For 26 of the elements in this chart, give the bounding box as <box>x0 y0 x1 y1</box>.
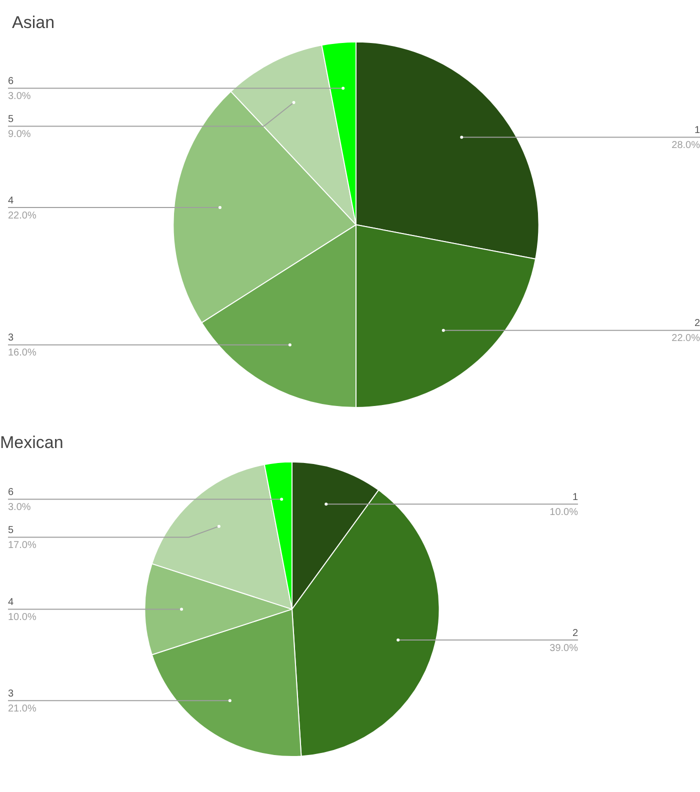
data-label: 28.0% <box>672 140 700 152</box>
slice-label: 1 <box>694 125 700 136</box>
slice-label: 4 <box>8 195 14 206</box>
slice-label: 1 <box>572 492 578 503</box>
chart-title: Asian <box>12 12 55 32</box>
slice-label: 2 <box>572 628 578 639</box>
data-label: 22.0% <box>672 333 700 344</box>
data-label: 17.0% <box>8 540 36 551</box>
data-label: 10.0% <box>550 506 578 518</box>
slice-label: 3 <box>8 332 14 344</box>
slice-label: 5 <box>8 114 14 125</box>
slice-label: 2 <box>694 318 700 330</box>
slice-label: 4 <box>8 596 14 608</box>
data-label: 3.0% <box>8 502 31 513</box>
data-label: 16.0% <box>8 348 36 359</box>
slice-label: 6 <box>8 76 14 87</box>
data-label: 39.0% <box>550 642 578 654</box>
data-label: 9.0% <box>8 128 31 140</box>
slice-label: 6 <box>8 486 14 498</box>
data-label: 3.0% <box>8 90 31 102</box>
chart-title: Mexican <box>0 432 64 452</box>
slice-label: 3 <box>8 688 14 700</box>
data-label: 22.0% <box>8 210 36 222</box>
slice-label: 5 <box>8 524 14 536</box>
data-label: 10.0% <box>8 612 36 623</box>
data-label: 21.0% <box>8 703 36 714</box>
